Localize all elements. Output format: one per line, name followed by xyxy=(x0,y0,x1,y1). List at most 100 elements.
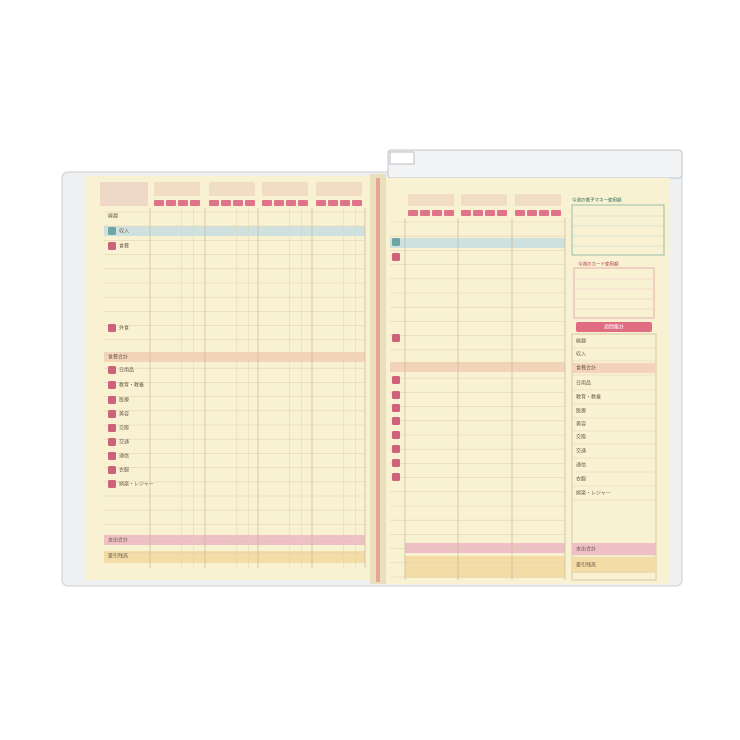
tab xyxy=(178,200,188,206)
tab xyxy=(166,200,176,206)
zipper-pull xyxy=(389,151,415,165)
day-header xyxy=(316,182,362,196)
row-label: 収入 xyxy=(119,228,129,235)
row-label: 支出合計 xyxy=(108,537,128,544)
row-label: 美容 xyxy=(119,411,129,418)
card-title: 今週のカード使用額 xyxy=(578,261,619,268)
row-label: 外食 xyxy=(119,325,129,332)
band-blue xyxy=(390,238,565,248)
icon xyxy=(392,238,400,246)
icon xyxy=(108,466,116,474)
row-label: 医療 xyxy=(119,397,129,404)
tab xyxy=(444,210,454,216)
row-label: 交際 xyxy=(119,425,129,432)
summary-label: 日用品 xyxy=(576,381,591,387)
icon xyxy=(392,253,400,261)
summary-label: 通信 xyxy=(576,462,586,469)
icon xyxy=(108,227,116,235)
row-label: 娯楽・レジャー xyxy=(119,481,154,488)
row-label: 差引残高 xyxy=(108,553,128,560)
tab xyxy=(262,200,272,206)
tab xyxy=(190,200,200,206)
summary-label: 医療 xyxy=(576,408,586,415)
row-label: 交通 xyxy=(119,439,129,446)
summary-label: 食費合計 xyxy=(576,365,596,372)
tab xyxy=(221,200,231,206)
icon xyxy=(392,473,400,481)
icon xyxy=(392,445,400,453)
icon xyxy=(108,242,116,250)
day-header xyxy=(515,194,561,206)
tab xyxy=(473,210,483,216)
icon xyxy=(108,452,116,460)
summary-label: 支出合計 xyxy=(576,546,596,553)
band-orange xyxy=(104,352,365,362)
emoney-title: 今週の電子マネー使用額 xyxy=(572,197,622,204)
band-pink xyxy=(104,535,365,545)
icon xyxy=(392,391,400,399)
left-page xyxy=(86,176,372,580)
summary-label: 差引残高 xyxy=(576,562,596,569)
tab xyxy=(316,200,326,206)
band-pink xyxy=(572,543,656,555)
icon xyxy=(392,404,400,412)
bookmark xyxy=(376,178,380,582)
tab xyxy=(154,200,164,206)
day-header xyxy=(154,182,200,196)
icon xyxy=(392,334,400,342)
icon xyxy=(108,424,116,432)
tab xyxy=(209,200,219,206)
tab xyxy=(485,210,495,216)
summary-label: 交通 xyxy=(576,448,586,455)
icon xyxy=(108,438,116,446)
band-yellow xyxy=(104,551,365,563)
band-orange xyxy=(572,363,656,373)
tab xyxy=(245,200,255,206)
tab xyxy=(461,210,471,216)
tab xyxy=(408,210,418,216)
tab xyxy=(298,200,308,206)
row-label: 繰越 xyxy=(108,213,118,220)
tab xyxy=(551,210,561,216)
row-label: 食費 xyxy=(119,243,129,250)
day-header xyxy=(209,182,255,196)
tab xyxy=(527,210,537,216)
row-label: 食費合計 xyxy=(108,354,128,361)
card-box xyxy=(573,267,655,319)
band-blue xyxy=(104,226,365,236)
icon xyxy=(392,459,400,467)
summary-label: 繰越 xyxy=(576,338,586,345)
day-header xyxy=(461,194,507,206)
tab xyxy=(352,200,362,206)
icon xyxy=(108,366,116,374)
tab xyxy=(420,210,430,216)
icon xyxy=(108,381,116,389)
row-label: 教育・教養 xyxy=(119,382,144,389)
icon xyxy=(108,396,116,404)
row-label: 通信 xyxy=(119,453,129,460)
icon xyxy=(392,417,400,425)
tab xyxy=(274,200,284,206)
band-yellow xyxy=(405,556,565,578)
day-header xyxy=(262,182,308,196)
icon xyxy=(392,376,400,384)
row-label: 日用品 xyxy=(119,368,134,374)
icon xyxy=(108,480,116,488)
tab xyxy=(539,210,549,216)
band-pink xyxy=(405,543,565,553)
tab xyxy=(286,200,296,206)
emoney-box xyxy=(571,204,665,256)
tab xyxy=(340,200,350,206)
summary-box xyxy=(571,333,657,581)
summary-head xyxy=(576,322,652,332)
icon xyxy=(108,410,116,418)
band-yellow xyxy=(572,557,656,573)
tab xyxy=(233,200,243,206)
summary-label: 娯楽・レジャー xyxy=(576,490,611,497)
row-label: 衣服 xyxy=(119,467,129,474)
tab xyxy=(497,210,507,216)
summary-label: 衣服 xyxy=(576,476,586,483)
summary-label: 交際 xyxy=(576,434,586,441)
icon xyxy=(392,431,400,439)
tab xyxy=(432,210,442,216)
